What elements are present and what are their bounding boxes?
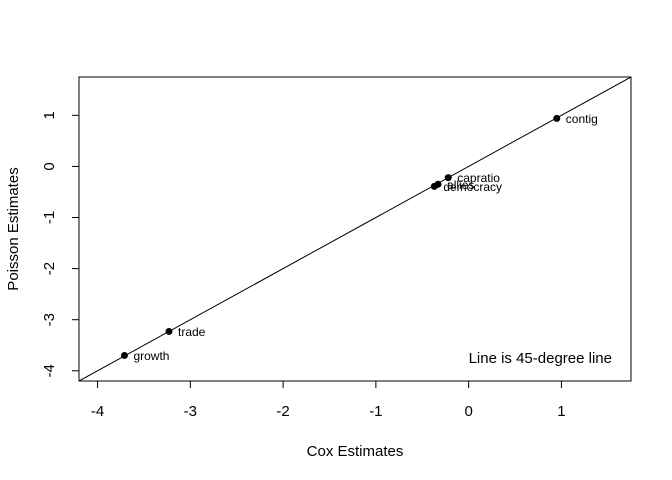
x-tick-label: 0	[464, 403, 472, 420]
point-label-democracy: democracy	[443, 180, 502, 194]
x-tick-label: -4	[91, 403, 104, 420]
data-point-capratio	[444, 174, 452, 182]
x-axis-label: Cox Estimates	[307, 443, 404, 460]
y-tick-label: -3	[41, 313, 58, 326]
data-point-democracy	[430, 182, 438, 190]
y-tick-label: -2	[41, 262, 58, 275]
point-label-growth: growth	[133, 349, 169, 363]
data-point-growth	[120, 351, 128, 359]
reference-45-degree-line	[79, 77, 631, 381]
x-axis: -4 -3 -2 -1 0 1	[91, 380, 566, 420]
y-tick-label: 0	[41, 162, 58, 170]
x-tick-label: 1	[557, 403, 565, 420]
data-point-trade	[165, 327, 173, 335]
point-label-allies: allies	[447, 178, 474, 192]
x-tick-label: -1	[369, 403, 382, 420]
y-axis-label: Poisson Estimates	[5, 167, 22, 290]
y-tick-label: -1	[41, 211, 58, 224]
annotation-text: Line is 45-degree line	[469, 350, 612, 367]
y-tick-label: 1	[41, 111, 58, 119]
data-point-contig	[553, 114, 561, 122]
x-tick-label: -3	[184, 403, 197, 420]
point-label-capratio: capratio	[457, 171, 500, 185]
y-axis: -4 -3 -2 -1 0 1	[41, 111, 80, 377]
y-tick-label: -4	[41, 364, 58, 377]
x-tick-label: -2	[276, 403, 289, 420]
point-label-trade: trade	[178, 325, 206, 339]
point-label-contig: contig	[566, 112, 598, 126]
